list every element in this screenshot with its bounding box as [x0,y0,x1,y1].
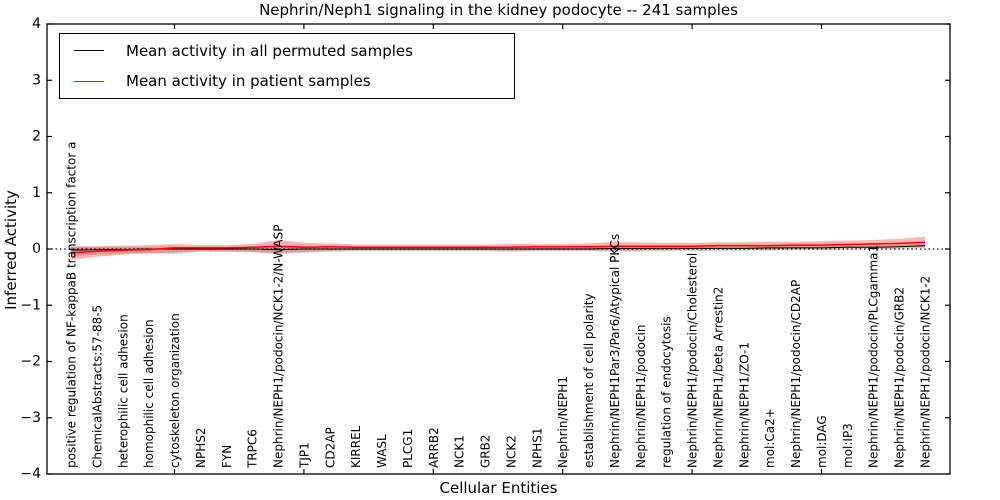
permuted-mean-line [70,245,926,251]
y-tick-label: 2 [32,129,41,145]
x-tick-label: TJP1 [297,442,311,469]
y-axis-label: Inferred Activity [2,190,20,310]
y-tick-label: 4 [32,16,41,32]
x-tick-label: Nephrin/NEPH1/podocin/Cholesterol [686,253,700,468]
x-tick-label: homophilic cell adhesion [142,319,156,468]
x-tick-label: ChemicalAbstracts:57-88-5 [90,305,104,468]
y-tick-label: −3 [20,410,41,426]
x-tick-label: Nephrin/NEPH1/ZO-1 [737,342,751,468]
y-tick-label: −2 [20,354,41,370]
x-tick-label: positive regulation of NF-kappaB transcr… [65,142,79,468]
x-tick-label: NCK1 [453,435,467,468]
legend-label: Mean activity in all permuted samples [126,41,413,60]
legend-item-patient: Mean activity in patient samples [60,67,514,95]
legend-line-sample-black [74,50,104,52]
x-tick-label: Nephrin/NEPH1/beta Arrestin2 [712,287,726,468]
patient-mean-line [70,241,926,254]
legend: Mean activity in all permuted samples Me… [59,33,515,99]
red-variance-band [71,236,925,260]
x-tick-label: CD2AP [323,427,337,468]
x-tick-label: mol:DAG [815,415,829,468]
x-tick-label: heterophilic cell adhesion [116,314,130,468]
x-tick-label: WASL [375,434,389,468]
y-tick-label: 0 [32,241,41,257]
legend-label: Mean activity in patient samples [126,72,371,91]
x-tick-label: establishment of cell polarity [582,293,596,468]
y-tick-label: 1 [32,185,41,201]
x-tick-label: FYN [220,445,234,468]
x-tick-label: ARRB2 [427,427,441,468]
legend-item-permuted: Mean activity in all permuted samples [60,37,514,65]
x-tick-label: GRB2 [479,434,493,468]
chart-title: Nephrin/Neph1 signaling in the kidney po… [259,1,738,19]
x-axis-label: Cellular Entities [439,479,558,497]
y-tick-label: −1 [20,297,41,313]
y-tick-label: 3 [32,72,41,88]
x-tick-label: Nephrin/NEPH1/podocin/CD2AP [789,280,803,468]
y-tick-label: −4 [20,466,41,482]
x-tick-label: NCK2 [504,435,518,468]
x-tick-label: Nephrin/NEPH1 [556,376,570,468]
x-tick-label: Nephrin/NEPH1/podocin/NCK1-2/N-WASP [272,225,286,468]
x-tick-label: Nephrin/NEPH1/podocin/PLCgamma1 [867,245,881,468]
legend-line-sample-red [74,80,104,82]
x-tick-label: PLCG1 [401,429,415,468]
x-tick-label: NPHS2 [194,428,208,469]
x-tick-label: Nephrin/NEPH1/podocin/NCK1-2 [919,276,933,468]
x-tick-label: mol:IP3 [841,423,855,468]
x-tick-label: mol:Ca2+ [763,408,777,468]
x-tick-label: KIRREL [349,425,363,468]
x-tick-label: cytoskeleton organization [168,313,182,468]
x-tick-label: TRPC6 [246,429,260,469]
x-tick-label: regulation of endocytosis [660,316,674,468]
x-tick-label: NPHS1 [530,428,544,469]
x-tick-label: Nephrin/NEPH1Par3/Par6/Atypical PKCs [608,234,622,468]
x-tick-label: Nephrin/NEPH1/podocin/GRB2 [893,287,907,468]
x-tick-label: Nephrin/NEPH1/podocin [634,325,648,468]
